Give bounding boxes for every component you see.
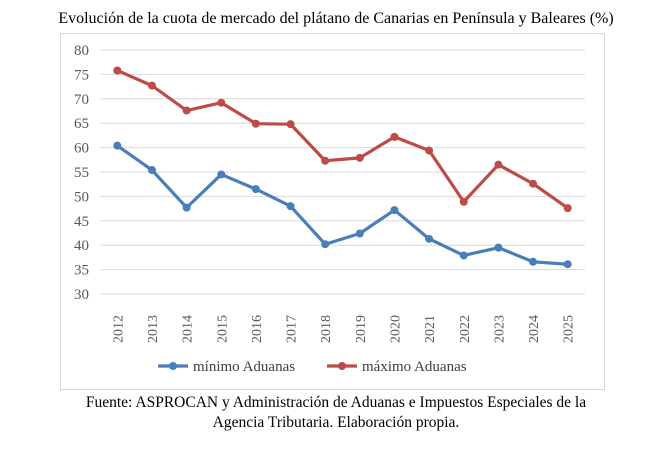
y-tick-label: 70: [74, 92, 89, 108]
y-tick-label: 65: [74, 116, 89, 132]
legend-marker: [169, 362, 177, 370]
data-point: [182, 106, 191, 115]
y-tick-label: 35: [74, 263, 89, 279]
chart-title: Evolución de la cuota de mercado del plá…: [58, 10, 614, 27]
x-tick-label: 2012: [111, 315, 126, 343]
x-tick-label: 2018: [319, 315, 334, 343]
x-tick-label: 2016: [250, 315, 265, 343]
data-point: [217, 170, 226, 179]
data-point: [113, 66, 122, 75]
y-tick-label: 75: [74, 67, 89, 83]
x-tick-label: 2022: [458, 315, 473, 343]
x-tick-label: 2020: [388, 315, 403, 343]
y-tick-label: 45: [74, 214, 89, 230]
data-point: [355, 153, 364, 162]
x-tick-label: 2013: [146, 315, 161, 343]
data-point: [390, 132, 399, 141]
data-point: [251, 119, 260, 128]
caption-line-1: Fuente: ASPROCAN y Administración de Adu…: [85, 394, 587, 411]
data-point: [529, 179, 538, 188]
data-point: [286, 120, 295, 129]
data-point: [563, 260, 572, 269]
data-point: [113, 141, 122, 150]
x-tick-label: 2017: [285, 315, 300, 343]
data-point: [529, 257, 538, 266]
data-point: [286, 202, 295, 211]
data-point: [390, 206, 399, 215]
y-tick-label: 55: [74, 165, 89, 181]
data-point: [321, 156, 330, 165]
data-point: [182, 203, 191, 212]
x-tick-label: 2025: [562, 315, 577, 343]
series-line-min: [116, 144, 568, 266]
legend-marker: [338, 362, 346, 370]
data-point: [355, 229, 364, 238]
data-point: [494, 160, 503, 169]
data-point: [251, 185, 260, 194]
source-caption: Fuente: ASPROCAN y Administración de Adu…: [0, 393, 672, 433]
y-tick-label: 60: [74, 141, 89, 157]
data-point: [459, 251, 468, 260]
legend-label: máximo Aduanas: [362, 359, 467, 375]
data-point: [459, 197, 468, 206]
x-tick-label: 2015: [215, 315, 230, 343]
chart-frame: [60, 33, 605, 390]
y-tick-label: 50: [74, 189, 89, 205]
x-tick-label: 2024: [527, 315, 542, 343]
caption-line-2: Agencia Tributaria. Elaboración propia.: [212, 414, 460, 431]
x-tick-label: 2021: [423, 315, 438, 343]
y-tick-label: 80: [74, 43, 89, 59]
data-point: [321, 240, 330, 249]
y-tick-label: 30: [74, 287, 89, 303]
data-point: [494, 243, 503, 252]
legend-label: mínimo Aduanas: [193, 359, 295, 375]
x-tick-label: 2014: [181, 315, 196, 343]
data-point: [425, 146, 434, 155]
y-tick-label: 40: [74, 238, 89, 254]
x-tick-label: 2019: [354, 315, 369, 343]
data-point: [147, 166, 156, 175]
data-point: [425, 234, 434, 243]
x-tick-label: 2023: [492, 315, 507, 343]
data-point: [217, 98, 226, 107]
data-point: [147, 81, 156, 90]
series-line-max: [116, 69, 569, 210]
data-point: [563, 204, 572, 213]
